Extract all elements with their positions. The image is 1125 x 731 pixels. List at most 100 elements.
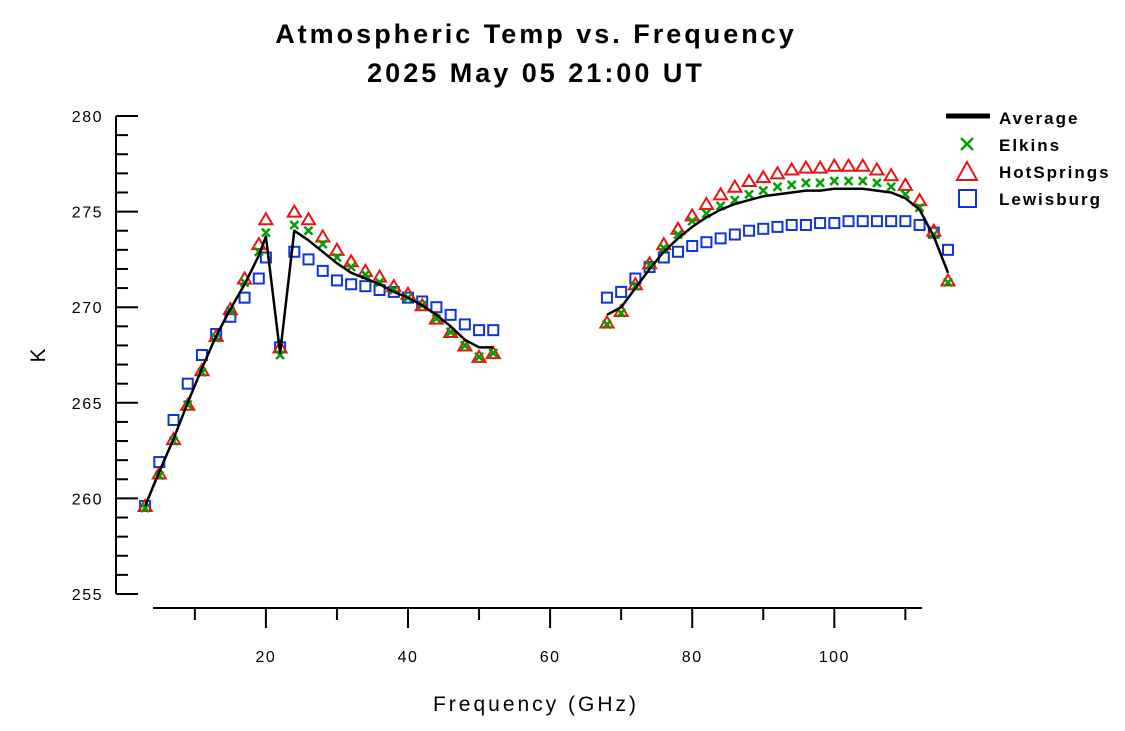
elkins-point-stroke	[140, 503, 150, 513]
chart-title: Atmospheric Temp vs. Frequency	[275, 19, 797, 49]
lewisburg-point	[444, 308, 457, 321]
elkins-point-stroke	[644, 260, 655, 271]
elkins-point	[261, 227, 271, 238]
elkins-point-stroke	[303, 225, 314, 236]
elkins-point-stroke	[914, 202, 925, 213]
x-tick-label: 20	[255, 649, 276, 666]
y-tick-label: 270	[72, 300, 103, 317]
lewisburg-point	[814, 217, 827, 230]
elkins-point-stroke	[687, 216, 698, 227]
elkins-point-stroke	[602, 319, 612, 330]
elkins-point	[459, 340, 470, 351]
x-tick-label: 60	[540, 649, 561, 666]
elkins-point	[943, 277, 953, 288]
elkins-point	[772, 181, 783, 192]
lewisburg-point	[771, 220, 784, 233]
elkins-point	[488, 348, 499, 358]
elkins-point-stroke	[815, 178, 825, 188]
hotsprings-point	[911, 192, 928, 207]
hotsprings-point	[712, 186, 729, 201]
elkins-point-stroke	[289, 220, 300, 230]
elkins-point-stroke	[658, 243, 669, 253]
elkins-point-stroke	[857, 176, 868, 186]
elkins-point	[602, 319, 612, 330]
lewisburg-point	[785, 218, 798, 231]
elkins-point	[815, 178, 825, 188]
elkins-point-stroke	[388, 285, 399, 295]
hotsprings-point	[485, 345, 502, 360]
lewisburg-point	[259, 251, 272, 264]
lewisburg-point	[885, 215, 898, 228]
elkins-point-stroke	[772, 181, 783, 192]
elkins-point-stroke	[729, 195, 740, 206]
legend-label-average: Average	[999, 109, 1079, 128]
elkins-point-stroke	[488, 348, 499, 358]
hotsprings-point	[797, 159, 815, 174]
elkins-point	[758, 185, 769, 196]
lewisburg-point	[686, 240, 699, 253]
hotsprings-point	[179, 396, 196, 411]
hotsprings-point	[882, 167, 900, 182]
y-tick-label: 275	[72, 205, 103, 222]
lewisburg-point	[942, 243, 954, 256]
x-tick-label: 80	[682, 649, 703, 666]
lewisburg-point	[430, 301, 443, 314]
lewisburg-point	[615, 285, 628, 298]
series-average-line	[606, 187, 950, 316]
hotsprings-point	[442, 324, 459, 339]
elkins-point	[829, 176, 840, 186]
x-tick-label: 40	[398, 649, 419, 666]
elkins-point	[317, 239, 328, 249]
lewisburg-point	[743, 224, 756, 237]
elkins-point-stroke	[474, 352, 484, 362]
hotsprings-point	[456, 337, 474, 352]
hotsprings-point	[897, 176, 914, 191]
elkins-point	[801, 178, 811, 188]
elkins-point	[914, 202, 925, 213]
elkins-point-stroke	[801, 178, 811, 188]
elkins-point	[644, 260, 655, 271]
legend-swatch-elkins	[960, 137, 974, 151]
lewisburg-point	[288, 245, 301, 258]
lewisburg-point	[842, 215, 855, 228]
lewisburg-point	[856, 215, 869, 228]
legend-swatch-hotsprings	[955, 159, 979, 181]
lewisburg-point	[330, 274, 343, 287]
lewisburg-point	[487, 324, 500, 337]
lewisburg-point	[870, 215, 883, 228]
y-tick-label: 280	[72, 109, 103, 126]
elkins-point	[886, 181, 897, 192]
hotsprings-point	[840, 157, 857, 172]
lewisburg-point	[799, 218, 812, 231]
lewisburg-point	[167, 414, 180, 427]
elkins-point	[474, 352, 484, 362]
legend-label-hotsprings: HotSprings	[999, 163, 1111, 182]
x-tick-label: 100	[819, 649, 850, 666]
series-average-line	[143, 229, 494, 507]
hotsprings-point	[300, 211, 317, 226]
lewisburg-point	[359, 280, 372, 293]
plot-area	[136, 157, 957, 513]
legend-swatch-lewisburg	[958, 189, 977, 208]
elkins-point	[857, 176, 868, 186]
hotsprings-point	[740, 173, 758, 188]
hotsprings-point	[683, 207, 701, 222]
hotsprings-point	[826, 157, 843, 172]
elkins-point-stroke	[261, 227, 271, 238]
elkins-point-stroke	[744, 189, 754, 200]
hotsprings-point	[755, 169, 772, 184]
chart-subtitle: 2025 May 05 21:00 UT	[367, 58, 705, 88]
hotsprings-point	[669, 220, 687, 235]
elkins-point	[744, 189, 754, 200]
y-axis-title: K	[27, 345, 50, 362]
legend-label-lewisburg: Lewisburg	[999, 190, 1102, 209]
y-tick-label: 265	[72, 396, 103, 413]
lewisburg-point	[828, 217, 841, 230]
elkins-point-stroke	[843, 176, 854, 186]
series-hotsprings	[136, 157, 957, 513]
elkins-point-stroke	[886, 181, 897, 192]
elkins-point-stroke	[786, 179, 797, 190]
hotsprings-point	[726, 178, 744, 193]
hotsprings-point	[257, 211, 275, 226]
